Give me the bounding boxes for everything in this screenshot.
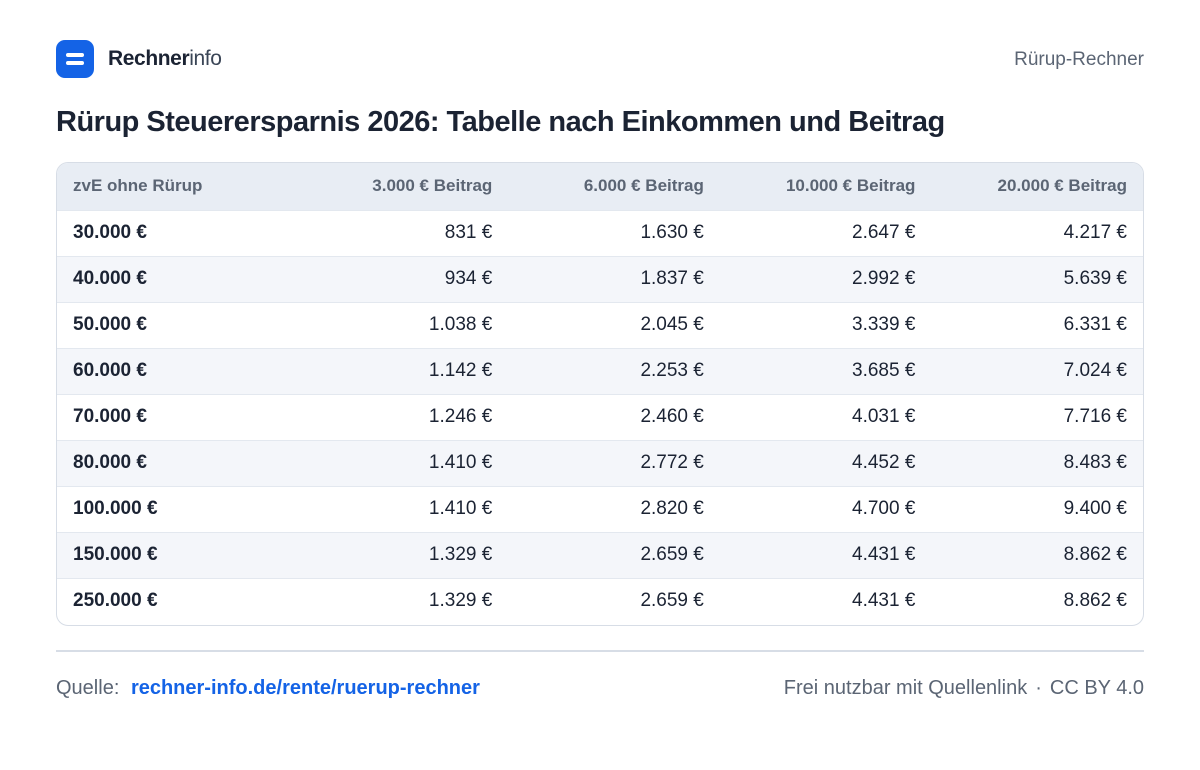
footer-divider: [56, 650, 1144, 652]
income-cell: 150.000 €: [73, 544, 158, 565]
value-cell: 2.820 €: [640, 498, 704, 519]
value-cell: 9.400 €: [1063, 498, 1127, 519]
table-header-row: zvE ohne Rürup 3.000 € Beitrag 6.000 € B…: [57, 163, 1143, 210]
value-cell: 1.410 €: [428, 452, 493, 473]
value-cell: 1.142 €: [428, 360, 493, 381]
table-row: 150.000 € 1.329 € 2.659 € 4.431 € 8.862 …: [57, 532, 1143, 578]
value-cell: 1.329 €: [428, 590, 493, 612]
license-name: CC BY 4.0: [1049, 677, 1144, 699]
value-cell: 2.992 €: [852, 268, 916, 289]
income-cell: 60.000 €: [73, 360, 147, 381]
footer-license: Frei nutzbar mit Quellenlink · CC BY 4.0: [784, 677, 1144, 700]
income-cell: 50.000 €: [73, 314, 147, 335]
header-beitrag-6000: 6.000 € Beitrag: [508, 163, 720, 210]
savings-table: zvE ohne Rürup 3.000 € Beitrag 6.000 € B…: [56, 162, 1144, 626]
income-cell: 80.000 €: [73, 452, 147, 473]
table-row: 70.000 € 1.246 € 2.460 € 4.031 € 7.716 €: [57, 394, 1143, 440]
table-row: 30.000 € 831 € 1.630 € 2.647 € 4.217 €: [57, 210, 1143, 256]
brand-name-light: info: [189, 47, 222, 70]
value-cell: 2.659 €: [640, 544, 704, 565]
value-cell: 2.253 €: [640, 360, 704, 381]
value-cell: 8.862 €: [1063, 590, 1127, 612]
page-title: Rürup Steuerersparnis 2026: Tabelle nach…: [56, 106, 945, 138]
separator-dot: ·: [1035, 677, 1042, 699]
income-cell: 30.000 €: [73, 222, 147, 243]
value-cell: 1.630 €: [640, 222, 704, 243]
table-row: 60.000 € 1.142 € 2.253 € 3.685 € 7.024 €: [57, 348, 1143, 394]
table-row: 100.000 € 1.410 € 2.820 € 4.700 € 9.400 …: [57, 486, 1143, 532]
value-cell: 2.647 €: [852, 222, 916, 243]
value-cell: 3.339 €: [852, 314, 916, 335]
value-cell: 4.431 €: [852, 544, 916, 565]
license-text: Frei nutzbar mit Quellenlink: [783, 677, 1028, 699]
value-cell: 5.639 €: [1063, 268, 1127, 289]
value-cell: 1.329 €: [428, 544, 493, 565]
value-cell: 4.431 €: [852, 590, 916, 612]
value-cell: 6.331 €: [1063, 314, 1127, 335]
brand-name: Rechnerinfo: [108, 40, 222, 78]
value-cell: 2.460 €: [640, 406, 704, 427]
header-beitrag-10000: 10.000 € Beitrag: [719, 163, 932, 210]
value-cell: 1.038 €: [428, 314, 493, 335]
header-income: zvE ohne Rürup: [57, 163, 297, 210]
brand-name-strong: Rechner: [108, 47, 190, 70]
table-row: 50.000 € 1.038 € 2.045 € 3.339 € 6.331 €: [57, 302, 1143, 348]
equals-icon: [56, 40, 94, 78]
source-label: Quelle:: [56, 677, 120, 699]
value-cell: 934 €: [444, 268, 493, 289]
income-cell: 40.000 €: [73, 268, 147, 289]
header-beitrag-20000: 20.000 € Beitrag: [931, 163, 1143, 210]
footer-source: Quelle: rechner-info.de/rente/ruerup-rec…: [56, 677, 480, 700]
table-row: 80.000 € 1.410 € 2.772 € 4.452 € 8.483 €: [57, 440, 1143, 486]
value-cell: 2.659 €: [640, 590, 704, 612]
value-cell: 2.772 €: [640, 452, 704, 473]
table-row: 250.000 € 1.329 € 2.659 € 4.431 € 8.862 …: [57, 578, 1143, 624]
value-cell: 831 €: [444, 222, 493, 243]
income-cell: 100.000 €: [73, 498, 158, 519]
ruerup-rechner-link[interactable]: Rürup-Rechner: [1014, 49, 1144, 70]
value-cell: 4.452 €: [852, 452, 916, 473]
value-cell: 8.483 €: [1063, 452, 1127, 473]
income-cell: 250.000 €: [73, 590, 158, 612]
table-row: 40.000 € 934 € 1.837 € 2.992 € 5.639 €: [57, 256, 1143, 302]
income-cell: 70.000 €: [73, 406, 147, 427]
value-cell: 2.045 €: [640, 314, 704, 335]
value-cell: 4.217 €: [1063, 222, 1127, 243]
brand[interactable]: Rechnerinfo: [56, 40, 222, 78]
header-beitrag-3000: 3.000 € Beitrag: [296, 163, 509, 210]
value-cell: 1.410 €: [428, 498, 493, 519]
source-link[interactable]: rechner-info.de/rente/ruerup-rechner: [130, 677, 480, 699]
value-cell: 3.685 €: [852, 360, 916, 381]
value-cell: 7.716 €: [1063, 406, 1127, 427]
value-cell: 1.246 €: [428, 406, 493, 427]
value-cell: 1.837 €: [640, 268, 704, 289]
value-cell: 8.862 €: [1063, 544, 1127, 565]
value-cell: 4.031 €: [852, 406, 916, 427]
value-cell: 7.024 €: [1063, 360, 1127, 381]
value-cell: 4.700 €: [852, 498, 916, 519]
